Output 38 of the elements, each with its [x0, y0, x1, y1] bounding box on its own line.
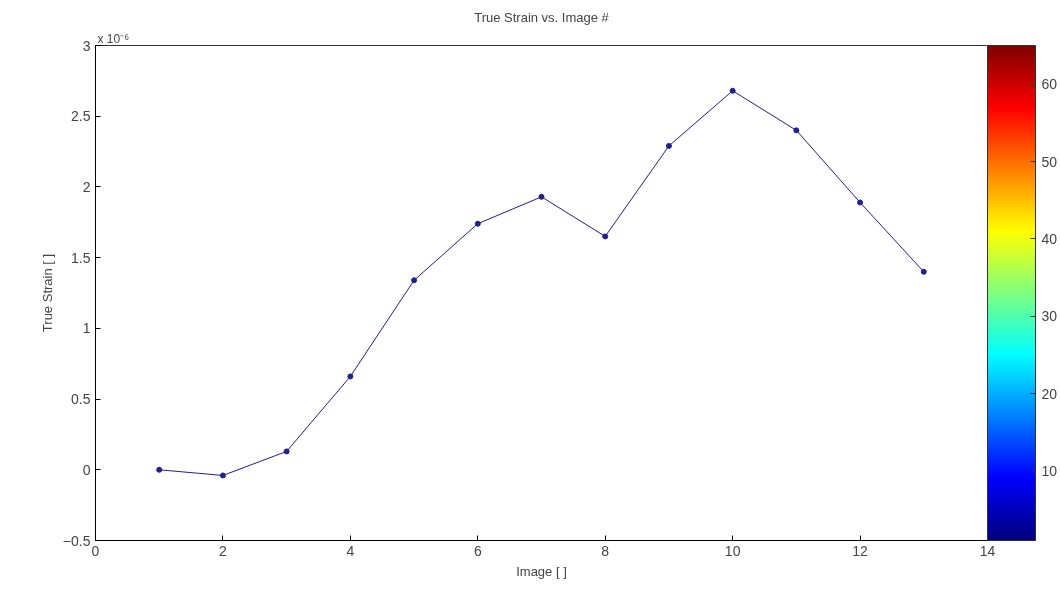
point: [602, 233, 609, 240]
y-tick-label: 2: [82, 178, 91, 195]
point: [729, 87, 736, 94]
color-bar-label: 50: [1041, 153, 1058, 170]
point: [283, 448, 290, 455]
point: [347, 373, 354, 380]
x-tick-label: 2: [219, 542, 228, 559]
y-tick-label: −0.5: [62, 532, 91, 549]
point: [920, 268, 927, 275]
y-tick-label: 0: [82, 461, 91, 478]
color-bar-label: 60: [1041, 76, 1058, 93]
point: [474, 220, 481, 227]
point: [538, 193, 545, 200]
y-tick-label: 1.5: [71, 249, 91, 266]
color-bar-label: 20: [1041, 385, 1058, 402]
y-tick-label: 0.5: [71, 391, 91, 408]
x-tick-label: 8: [601, 542, 610, 559]
x-tick-label: 10: [724, 542, 741, 559]
y-tick-label: 2.5: [71, 108, 91, 125]
chart-title: True Strain vs. Image #: [474, 9, 610, 25]
point: [156, 466, 163, 473]
color-bar-label: 10: [1041, 462, 1058, 479]
color-bar-label: 40: [1041, 230, 1058, 247]
point: [857, 199, 864, 206]
point: [219, 472, 226, 479]
point: [793, 127, 800, 134]
text: x 10⁻⁶: [97, 31, 130, 46]
y-tick-label: 3: [82, 37, 91, 54]
x-tick-label: 12: [852, 542, 869, 559]
y-tick-label: 1: [82, 320, 91, 337]
y-axis-title: True Strain [ ]: [39, 253, 55, 333]
x-tick-label: 6: [473, 542, 482, 559]
x-axis-title: Image [ ]: [516, 563, 567, 579]
point: [665, 142, 672, 149]
x-tick-label: 14: [979, 542, 996, 559]
x-tick-label: 4: [346, 542, 355, 559]
color-bar-label: 30: [1041, 308, 1058, 325]
point: [411, 277, 418, 284]
